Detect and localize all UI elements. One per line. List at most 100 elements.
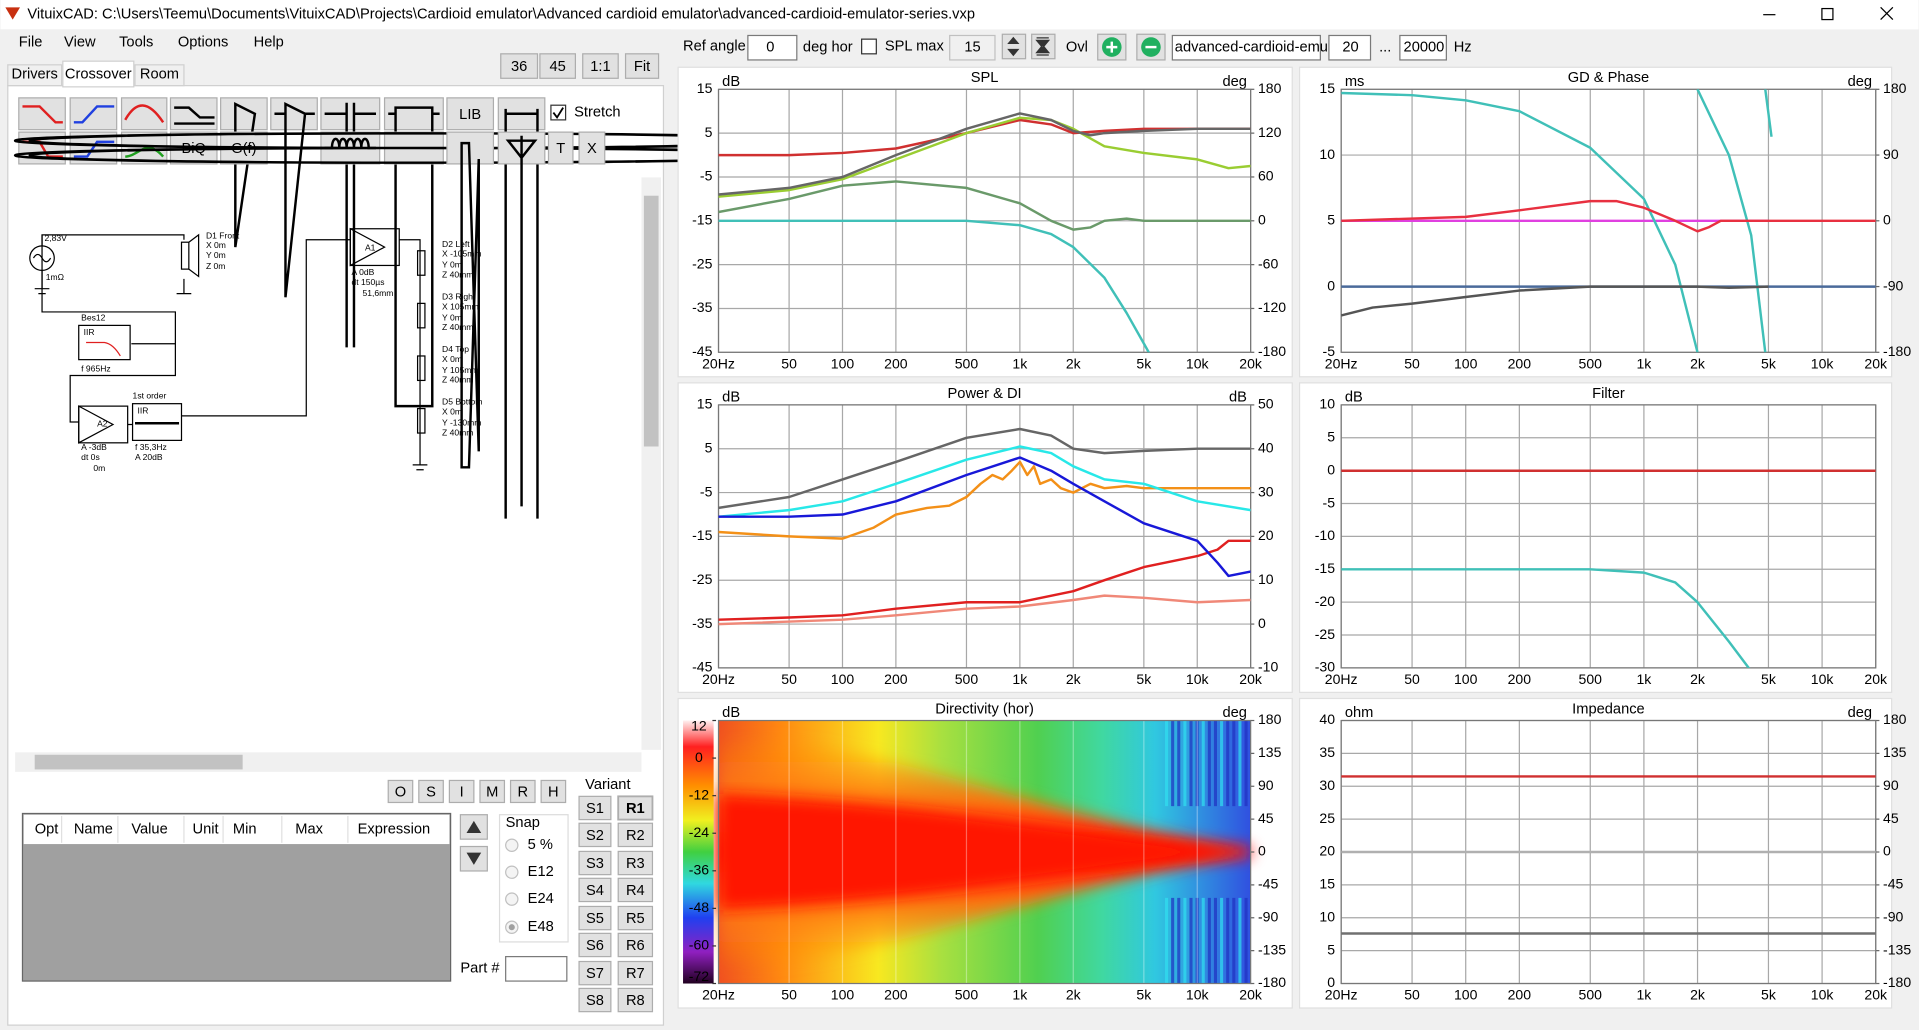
x-tick-label: 1k [1636,671,1652,687]
y2-tick-label: -180 [1258,974,1286,990]
chart: Directivity (hor) dB deg 20Hz 50 100 200 500 1k 2… [677,697,1293,1009]
y2-tick-label: 10 [1258,571,1274,587]
opt-button[interactable] [540,779,567,804]
schematic-label: Z 40mm [442,322,473,332]
overlay-name-input[interactable] [1171,34,1321,61]
scroll-thumb[interactable] [643,195,659,447]
driver-d1[interactable] [180,241,190,270]
driver-d4[interactable] [416,355,426,382]
toolbar-button[interactable] [220,97,268,131]
y2-tick-label: 180 [1883,80,1907,96]
variant-r-button[interactable] [617,960,654,986]
x-tick-label: 10k [1186,986,1210,1002]
f-min-input[interactable] [1328,34,1372,61]
variant-r-button[interactable] [617,905,654,931]
zoom-button[interactable] [539,53,577,79]
scroll-thumb[interactable] [34,754,243,770]
variant-s-button[interactable] [578,987,612,1013]
y2-tick-label: 90 [1883,146,1899,162]
table-header: Unit [193,821,219,837]
schematic-label: X -105mm [442,249,481,259]
snap-radio[interactable] [505,892,519,906]
opt-button[interactable] [387,779,414,804]
variant-s-button-label: S2 [586,828,604,844]
filter-1st-order[interactable] [131,403,183,441]
variant-s-button[interactable] [578,905,612,931]
chart-title: Impedance [1572,701,1645,717]
snap-radio-dot [508,924,515,931]
toolbar-icon [324,102,376,348]
close-button[interactable] [1880,6,1894,21]
toolbar-icon [460,141,480,469]
y2-tick-label: 60 [1258,168,1274,184]
variant-s-button[interactable] [578,960,612,986]
variant-r-button[interactable] [617,877,654,903]
opt-button[interactable] [448,779,475,804]
ref-angle-input[interactable] [747,34,798,61]
ovl-label: Ovl [1066,40,1088,56]
f-min-value: 20 [1342,40,1358,56]
y-tick-label: 5 [1327,941,1335,957]
toolbar-button[interactable] [547,131,574,165]
spl-max-checkbox[interactable] [861,38,877,55]
stretch-checkbox[interactable] [550,104,567,121]
x-tick-label: 2k [1690,671,1706,687]
part-input[interactable] [505,955,568,982]
restore-button[interactable] [1821,7,1834,21]
toolbar-icon [388,106,440,408]
menu-item: Options [178,35,229,51]
toolbar-button[interactable] [69,97,118,131]
spl-step-button[interactable] [1001,33,1027,60]
variant-r-button[interactable] [617,795,654,821]
move-down-button[interactable] [459,845,488,872]
toolbar-icon [174,106,215,125]
x-tick-label: 100 [831,986,855,1002]
variant-r-button[interactable] [617,850,654,876]
toolbar-icon [274,101,315,298]
driver-d2[interactable] [416,250,426,276]
y2-tick-label: 20 [1258,527,1274,543]
variant-r-button[interactable] [617,987,654,1013]
y2-unit: deg [1848,705,1872,721]
schematic-label: Y 0m [442,312,462,322]
snap-radio[interactable] [505,838,519,853]
variant-r-button[interactable] [617,822,654,848]
filter-bes12[interactable] [78,324,131,361]
variant-s-button[interactable] [578,877,612,903]
toolbar-button[interactable] [18,97,66,131]
variant-r-button-label: R5 [626,911,645,927]
tab[interactable] [7,64,63,87]
variant-r-button[interactable] [617,932,654,958]
variant-r-button-label: R2 [626,828,645,844]
opt-button[interactable] [418,779,444,804]
x-tick-label: 10k [1811,986,1835,1002]
driver-d5[interactable] [416,407,426,434]
y-tick-label: 5 [1327,428,1335,444]
variant-s-button[interactable] [578,822,612,848]
schematic-label: f 35,3Hz [135,442,167,452]
zoom-button[interactable] [624,53,660,79]
spl-max-input[interactable] [949,34,996,61]
toolbar-button[interactable] [169,97,218,131]
x-tick-label: 10k [1811,355,1835,371]
toolbar-button[interactable] [578,131,606,165]
zoom-button[interactable] [582,53,619,79]
opt-button[interactable] [509,779,536,804]
toolbar-button[interactable] [446,97,495,131]
opt-button[interactable] [479,779,506,804]
colorbar-tick-label: -24 [689,824,709,840]
plot-border [717,719,1252,985]
driver-d3[interactable] [416,302,426,329]
series-line [718,427,1251,510]
tab[interactable] [62,60,135,88]
tab[interactable] [134,64,185,87]
variant-s-button[interactable] [578,850,612,876]
f-max-input[interactable] [1399,34,1447,61]
snap-radio[interactable] [505,865,519,879]
y2-tick-label: -180 [1258,343,1286,359]
menu-item: File [19,35,43,51]
variant-s-button[interactable] [578,795,612,821]
variant-s-button[interactable] [578,932,612,958]
zoom-button[interactable] [500,53,539,79]
